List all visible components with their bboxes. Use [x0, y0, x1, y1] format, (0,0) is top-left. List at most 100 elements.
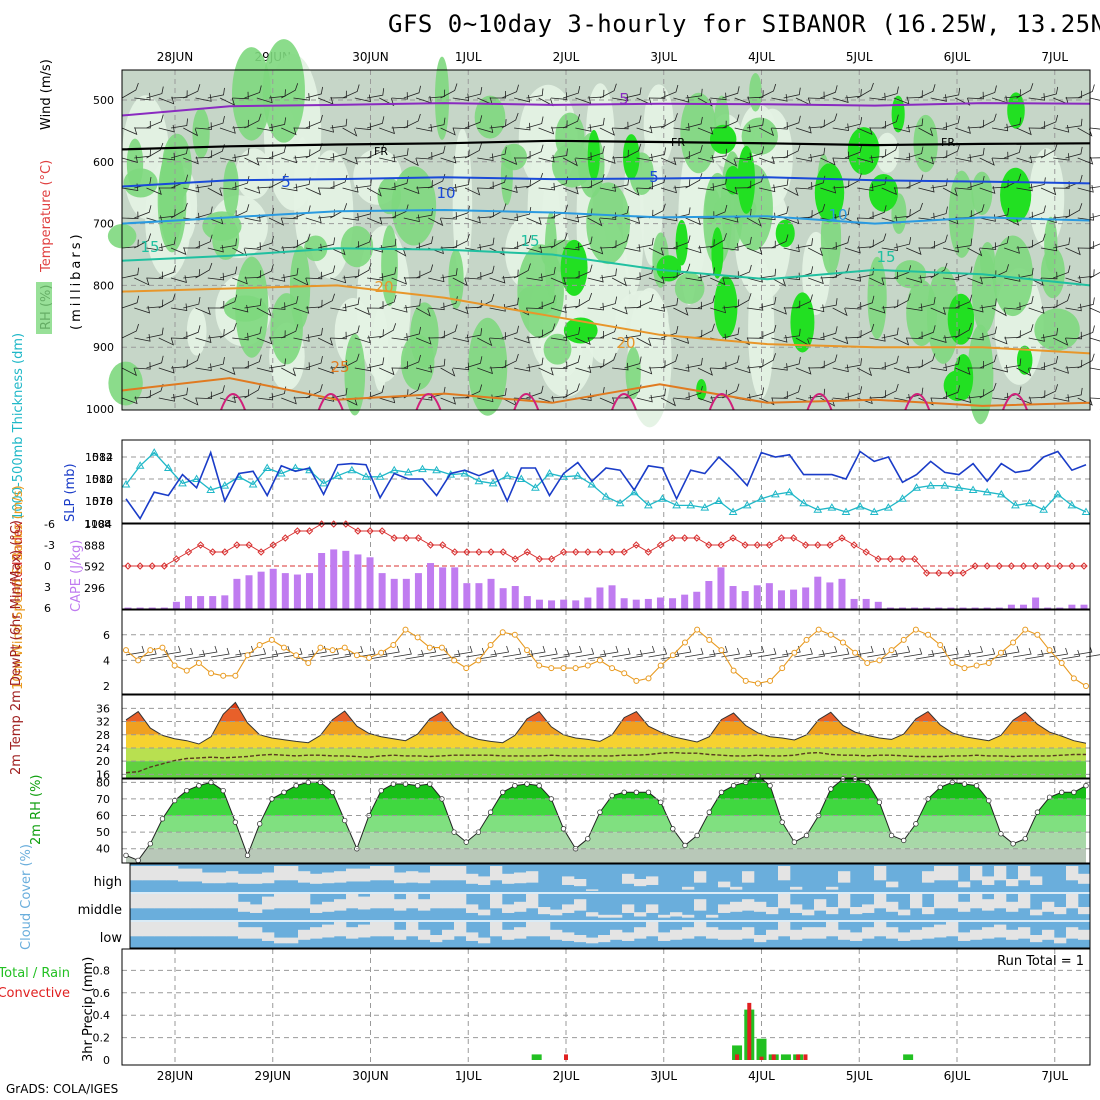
wind-barb [869, 233, 887, 249]
thickness-marker [700, 503, 710, 511]
thickness-marker [728, 507, 738, 515]
cloud-cell [358, 896, 371, 910]
thickness-marker [248, 480, 258, 488]
wind-barb [244, 270, 262, 279]
wind-barb [464, 356, 483, 369]
cape-bar [269, 568, 277, 609]
surface-wind-barb [927, 645, 947, 656]
rh-shading-moist [270, 293, 303, 365]
cloud-cell [370, 866, 383, 881]
cape-bar [935, 607, 943, 609]
wind-barb [121, 127, 138, 135]
thickness-tick-label: 582 [92, 451, 113, 464]
cloud-cell [154, 866, 167, 881]
cloud-cell [982, 927, 995, 939]
li-marker [1080, 562, 1088, 570]
cape-bar [1080, 604, 1088, 609]
wind-barb [881, 327, 899, 339]
cloud-cell [802, 909, 815, 916]
pressure-tick-label: 500 [93, 94, 114, 107]
rh-tick-label: 60 [96, 810, 110, 823]
surface-wind-barb [903, 647, 923, 658]
wind-barb [146, 187, 162, 195]
wind-barb [587, 174, 605, 189]
wind-barb [526, 217, 542, 225]
wind-barb [967, 91, 984, 100]
wind-barb [403, 354, 421, 369]
cloud-cell [418, 899, 431, 911]
wind-barb [893, 152, 911, 161]
cloud-cell [562, 932, 575, 941]
wind-barb [342, 156, 358, 165]
isotherm-30 [513, 393, 540, 411]
temp-axis-label: 2m Temp 2m DewPt (6hr Min/Max) (°C) [9, 520, 24, 775]
li-marker [801, 541, 810, 549]
wind-barb [318, 181, 335, 189]
wind-barb [759, 268, 777, 279]
wind-barb [232, 91, 249, 100]
cape-bar [390, 578, 398, 609]
li-marker [898, 555, 907, 563]
rh-shading-moist [894, 260, 927, 289]
wind-barb [195, 234, 213, 249]
wind-barb [219, 238, 237, 249]
wind-barb [281, 324, 299, 339]
rh-shading-moist [971, 249, 997, 334]
wind-barb [611, 277, 627, 287]
wind-barb [550, 232, 568, 249]
cape-bar [281, 573, 289, 609]
wind-barb [403, 214, 420, 223]
wind-barb [918, 397, 934, 406]
cape-bar [172, 601, 180, 609]
li-marker [499, 548, 507, 556]
cloud-cell [262, 872, 275, 884]
li-marker [281, 534, 290, 542]
cape-bar [148, 607, 156, 609]
x-tick-label-bottom: 30JUN [352, 1069, 389, 1083]
rh-shading-moist [867, 256, 887, 340]
wind-barb [244, 85, 262, 99]
li-marker [959, 569, 967, 577]
wind-barb [134, 121, 151, 129]
rh-marker [147, 841, 153, 847]
precip-total-bar [780, 1054, 791, 1060]
wind-barb [906, 303, 923, 311]
li-marker [814, 541, 822, 549]
cloud-cell [490, 894, 503, 909]
wind-barb [367, 273, 384, 281]
wind-barb [808, 247, 824, 257]
rh-marker [257, 821, 263, 827]
wind-barb [232, 176, 250, 189]
cloud-label-group: Cloud Cover (%) [19, 844, 34, 950]
cloud-cell [1030, 935, 1043, 943]
wind-barb [195, 307, 211, 315]
cloud-cell [298, 894, 311, 909]
cape-axis-label: CAPE (J/kg) [69, 540, 84, 612]
cloud-cell [418, 872, 431, 884]
wind-barb [710, 176, 728, 189]
cloud-cell [502, 929, 515, 940]
wind-barb [452, 149, 470, 159]
wind-barb [415, 236, 434, 249]
rh-shading-dry [293, 136, 312, 249]
cloud-cell [958, 901, 971, 912]
wind-barb [918, 241, 935, 249]
wind-barb [305, 114, 323, 129]
wind-barb [281, 127, 297, 136]
wind-barb [513, 263, 531, 279]
wind-barb [1016, 183, 1033, 192]
wind-barb [440, 240, 458, 249]
wind-speed-marker [135, 657, 142, 664]
surface-wind-barb [271, 645, 291, 656]
li-marker [753, 541, 761, 549]
li-marker [402, 534, 411, 542]
temp-band [126, 761, 1086, 778]
rh-marker [694, 832, 700, 839]
rh-shading-dry [1028, 148, 1065, 248]
wind-speed-marker [1034, 631, 1041, 638]
wind-barb [857, 183, 874, 191]
wind-barb [256, 392, 274, 401]
rh-shading-moist [126, 138, 144, 189]
wind-barb [146, 114, 164, 129]
